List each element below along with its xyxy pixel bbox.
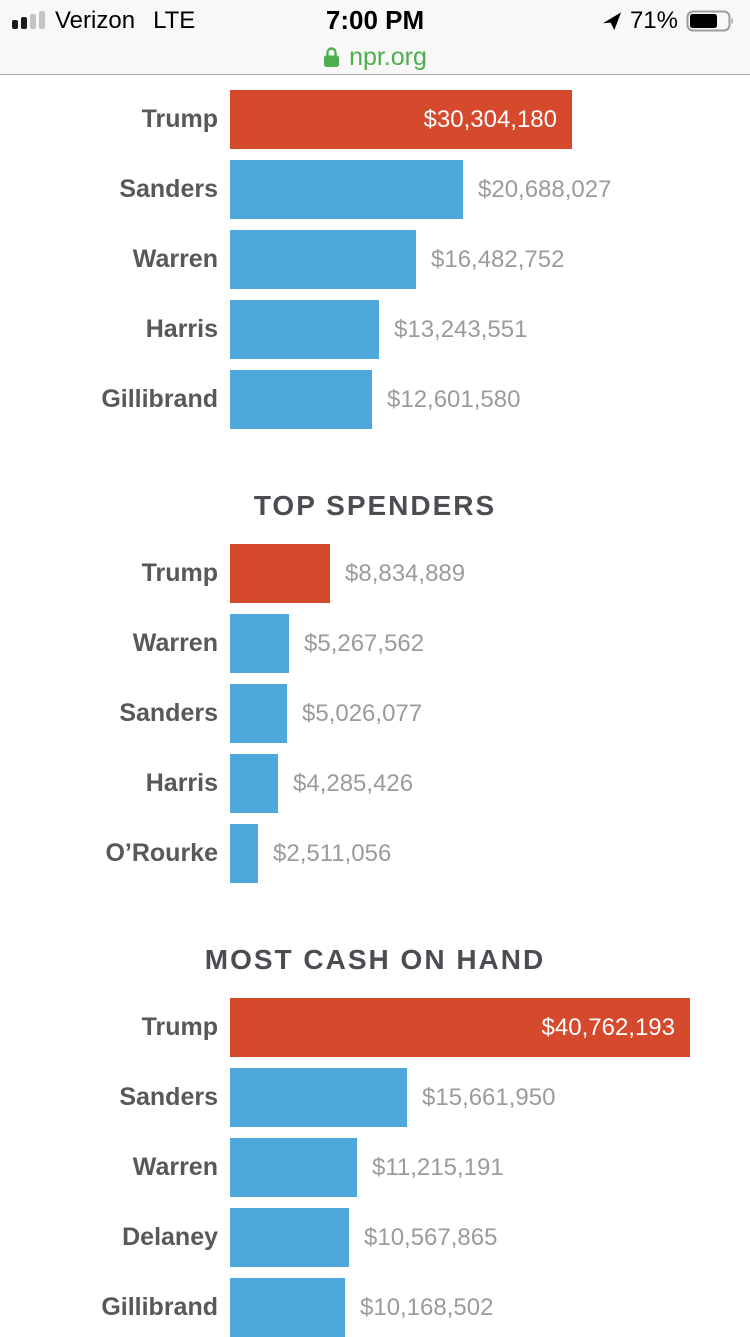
bar-label: Trump — [141, 105, 218, 133]
battery-icon — [686, 9, 736, 33]
bar — [230, 300, 379, 359]
location-arrow-icon — [602, 11, 622, 31]
bar-value: $5,267,562 — [304, 629, 425, 657]
bar-label: Trump — [141, 559, 218, 587]
chart-row: Harris $13,243,551 — [0, 300, 750, 359]
status-bar: Verizon LTE 7:00 PM 71% — [0, 0, 750, 41]
bar-value: $30,304,180 — [423, 105, 557, 133]
bar-area: $15,661,950 — [230, 1068, 750, 1127]
bar — [230, 614, 289, 673]
bar-area: $5,267,562 — [230, 614, 750, 673]
bar-area: $2,511,056 — [230, 824, 750, 883]
clock: 7:00 PM — [325, 5, 425, 35]
bar-area: $10,567,865 — [230, 1208, 750, 1267]
bar-value: $10,168,502 — [360, 1293, 494, 1321]
bar-value: $12,601,580 — [387, 385, 521, 413]
bar — [230, 824, 258, 883]
chart-row: Trump $30,304,180 — [0, 90, 750, 149]
address-bar[interactable]: npr.org — [0, 41, 750, 74]
bar — [230, 1138, 357, 1197]
bar-area: $11,215,191 — [230, 1138, 750, 1197]
chart-row: Sanders $15,661,950 — [0, 1068, 750, 1127]
chart-title-cash-on-hand: MOST CASH ON HAND — [204, 944, 546, 975]
bar-label: Trump — [141, 1013, 218, 1041]
chart-row: Sanders $20,688,027 — [0, 160, 750, 219]
bar-label: Sanders — [119, 175, 218, 203]
bar-label: Warren — [132, 1153, 218, 1181]
bar: $30,304,180 — [230, 90, 572, 149]
bar-value: $13,243,551 — [394, 315, 528, 343]
bar — [230, 754, 278, 813]
bar-value: $4,285,426 — [293, 769, 414, 797]
battery-percent-label: 71% — [629, 6, 678, 34]
chart-row: O’Rourke $2,511,056 — [0, 824, 750, 883]
bar-area: $4,285,426 — [230, 754, 750, 813]
lock-icon — [323, 47, 340, 68]
bar — [230, 1278, 345, 1337]
bar-area: $13,243,551 — [230, 300, 750, 359]
bar-chart: Trump $40,762,193 Sanders $15,661,950 Warren… — [0, 998, 750, 1337]
bar-label: Delaney — [122, 1223, 218, 1251]
chart-row: Delaney $10,567,865 — [0, 1208, 750, 1267]
bar-value: $8,834,889 — [345, 559, 466, 587]
bar — [230, 684, 287, 743]
bar — [230, 1208, 349, 1267]
bar-area: $16,482,752 — [230, 230, 750, 289]
chart-row: Trump $40,762,193 — [0, 998, 750, 1057]
bar-label: Gillibrand — [101, 1293, 218, 1321]
bar-value: $2,511,056 — [273, 839, 392, 867]
bar-area: $5,026,077 — [230, 684, 750, 743]
status-left: Verizon LTE — [12, 7, 195, 35]
bar-value: $15,661,950 — [422, 1083, 556, 1111]
top-spenders-chart-section: TOP SPENDERS Trump $8,834,889 Warren $5,267… — [0, 491, 750, 883]
chart-row: Warren $5,267,562 — [0, 614, 750, 673]
bar-label: Harris — [145, 315, 218, 343]
chart-row: Gillibrand $12,601,580 — [0, 370, 750, 429]
bar-label: Gillibrand — [101, 385, 218, 413]
bar-label: Sanders — [119, 699, 218, 727]
bar-label: Sanders — [119, 1083, 218, 1111]
network-type-label: LTE — [153, 6, 196, 34]
bar-value: $5,026,077 — [302, 699, 423, 727]
chart-row: Gillibrand $10,168,502 — [0, 1278, 750, 1337]
bar — [230, 1068, 407, 1127]
bar-value: $40,762,193 — [541, 1013, 675, 1041]
bar-area: $20,688,027 — [230, 160, 750, 219]
bar-area: $40,762,193 — [230, 998, 750, 1057]
fundraising-chart-section: Trump $30,304,180 Sanders $20,688,027 Warren… — [0, 90, 750, 429]
bar — [230, 370, 372, 429]
status-right: 71% — [602, 7, 736, 35]
chart-title-top-spenders: TOP SPENDERS — [253, 490, 497, 521]
url-domain[interactable]: npr.org — [349, 43, 427, 71]
chart-row: Sanders $5,026,077 — [0, 684, 750, 743]
chart-row: Harris $4,285,426 — [0, 754, 750, 813]
bar-value: $16,482,752 — [431, 245, 565, 273]
bar-chart: Trump $30,304,180 Sanders $20,688,027 Warren… — [0, 90, 750, 429]
chart-row: Warren $11,215,191 — [0, 1138, 750, 1197]
bar-value: $20,688,027 — [478, 175, 612, 203]
chart-row: Trump $8,834,889 — [0, 544, 750, 603]
bar-area: $10,168,502 — [230, 1278, 750, 1337]
bar-label: O’Rourke — [105, 839, 218, 867]
bar-value: $11,215,191 — [372, 1153, 504, 1181]
cellular-signal-icon — [12, 10, 45, 31]
bar-label: Warren — [132, 629, 218, 657]
bar-chart: Trump $8,834,889 Warren $5,267,562 Sanders $5… — [0, 544, 750, 883]
bar-area: $30,304,180 — [230, 90, 750, 149]
carrier-label: Verizon — [55, 6, 136, 34]
bar-area: $12,601,580 — [230, 370, 750, 429]
bar — [230, 544, 330, 603]
browser-chrome: Verizon LTE 7:00 PM 71% npr.o — [0, 0, 750, 75]
chart-row: Warren $16,482,752 — [0, 230, 750, 289]
bar-label: Harris — [145, 769, 218, 797]
bar-label: Warren — [132, 245, 218, 273]
bar: $40,762,193 — [230, 998, 690, 1057]
bar-value: $10,567,865 — [364, 1223, 498, 1251]
cash-on-hand-chart-section: MOST CASH ON HAND Trump $40,762,193 Sander… — [0, 945, 750, 1337]
bar — [230, 230, 416, 289]
bar-area: $8,834,889 — [230, 544, 750, 603]
bar — [230, 160, 463, 219]
